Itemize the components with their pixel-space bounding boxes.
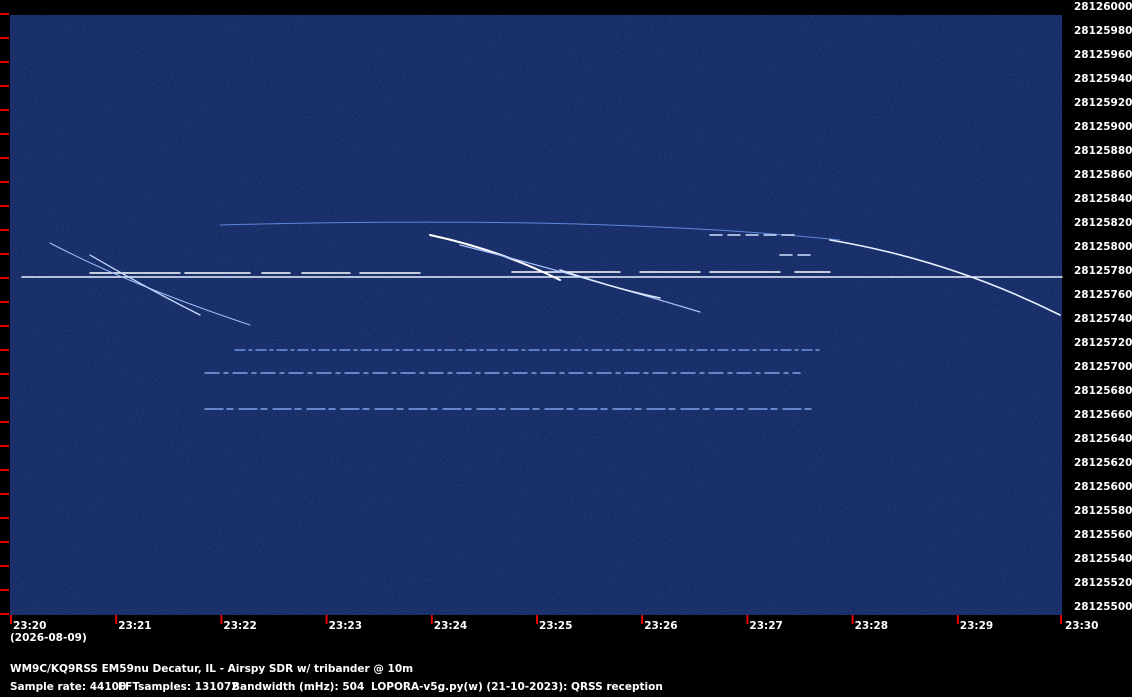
y-tick-label: 28125560 (1074, 529, 1132, 541)
y-tick-label: 28125960 (1074, 49, 1132, 61)
x-tick-label: 23:29 (960, 620, 993, 632)
y-tick-label: 28125720 (1074, 337, 1132, 349)
x-tick-label: 23:28 (855, 620, 888, 632)
signal-trace (49, 242, 251, 326)
bandwidth: Bandwidth (mHz): 504 (232, 681, 364, 693)
x-tick-label: 23:23 (329, 620, 362, 632)
y-tick-label: 28125540 (1074, 553, 1132, 565)
noise (10, 15, 1062, 615)
fft-samples: FFTsamples: 131072 (118, 681, 239, 693)
signal-trace (559, 269, 661, 299)
x-tick-label: 23:27 (749, 620, 782, 632)
y-tick-label: 28125580 (1074, 505, 1132, 517)
y-tick-label: 28125940 (1074, 73, 1132, 85)
y-tick-label: 28125760 (1074, 289, 1132, 301)
x-tick-label: 23:30 (1065, 620, 1098, 632)
y-tick-label: 28125660 (1074, 409, 1132, 421)
software-info: LOPORA-v5g.py(w) (21-10-2023): QRSS rece… (371, 681, 663, 693)
y-tick-label: 28125640 (1074, 433, 1132, 445)
x-tick-label: 23:21 (118, 620, 151, 632)
x-tick-label: 23:26 (644, 620, 677, 632)
x-tick-label: 23:22 (223, 620, 256, 632)
y-tick-label: 28125600 (1074, 481, 1132, 493)
y-tick-label: 28125840 (1074, 193, 1132, 205)
signal-trace (829, 239, 1061, 316)
y-tick-label: 28125860 (1074, 169, 1132, 181)
y-tick-label: 28125800 (1074, 241, 1132, 253)
y-tick-label: 28125700 (1074, 361, 1132, 373)
y-tick-label: 28125740 (1074, 313, 1132, 325)
station-info: WM9C/KQ9RSS EM59nu Decatur, IL - Airspy … (10, 663, 413, 675)
signal-traces (21, 221, 1063, 410)
y-tick-label: 28125520 (1074, 577, 1132, 589)
y-tick-label: 28125920 (1074, 97, 1132, 109)
y-tick-label: 28125900 (1074, 121, 1132, 133)
y-tick-label: 28125620 (1074, 457, 1132, 469)
signal-trace (429, 234, 561, 281)
y-tick-label: 28125500 (1074, 601, 1132, 613)
x-tick-label: 23:20 (13, 620, 46, 632)
y-tick-label: 28125880 (1074, 145, 1132, 157)
y-tick-label: 28125980 (1074, 25, 1132, 37)
signal-trace (89, 254, 201, 316)
date-label: (2026-08-09) (10, 632, 87, 644)
y-tick-label: 28126000 (1074, 1, 1132, 13)
signal-trace (459, 244, 701, 313)
y-tick-label: 28125820 (1074, 217, 1132, 229)
signal-trace (709, 234, 811, 256)
x-tick-label: 23:25 (539, 620, 572, 632)
y-tick-label: 28125780 (1074, 265, 1132, 277)
signal-trace (219, 221, 841, 241)
y-tick-label: 28125680 (1074, 385, 1132, 397)
sample-rate: Sample rate: 44100 (10, 681, 126, 693)
x-tick-label: 23:24 (434, 620, 467, 632)
